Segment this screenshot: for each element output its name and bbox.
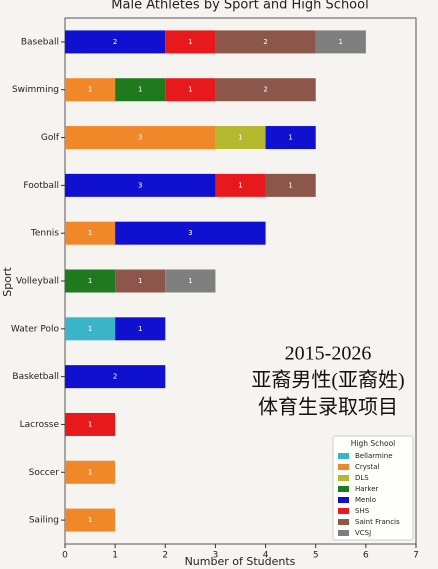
- legend-label: DLS: [355, 474, 369, 482]
- y-tick-label: Baseball: [21, 37, 59, 47]
- bar-segment: [215, 173, 266, 197]
- bar-segment: [65, 460, 116, 484]
- x-tick-label: 3: [213, 551, 219, 561]
- legend-swatch: [338, 475, 349, 481]
- data-label: 1: [88, 277, 92, 285]
- y-tick-label: Tennis: [30, 229, 59, 239]
- bar-segment: [265, 126, 316, 150]
- annotation: 亚裔男性(亚裔姓): [251, 369, 404, 392]
- data-label: 1: [188, 277, 192, 285]
- bar-segment: [115, 269, 166, 293]
- bar-segment: [215, 78, 316, 102]
- data-label: 3: [188, 229, 192, 237]
- bar-segment: [165, 30, 216, 54]
- legend-box: [332, 435, 414, 541]
- bar-segment: [115, 221, 266, 245]
- data-label: 1: [88, 86, 92, 94]
- data-label: 2: [113, 38, 117, 46]
- legend-swatch: [338, 453, 349, 459]
- bar-segment: [65, 221, 116, 245]
- bar-segment: [215, 30, 316, 54]
- data-label: 1: [138, 325, 142, 333]
- bar-segment: [265, 173, 316, 197]
- data-label: 1: [288, 181, 292, 189]
- bar-segment: [65, 365, 166, 389]
- y-tick-label: Sailing: [29, 516, 59, 526]
- y-tick-label: Lacrosse: [20, 420, 60, 430]
- legend-title: High School: [351, 439, 396, 448]
- data-label: 1: [188, 38, 192, 46]
- bar-segment: [65, 269, 116, 293]
- data-label: 2: [263, 86, 267, 94]
- y-tick-label: Water Polo: [11, 324, 60, 334]
- data-label: 1: [238, 134, 242, 142]
- data-label: 1: [138, 277, 142, 285]
- x-tick-label: 2: [162, 551, 168, 561]
- bar-segment: [65, 412, 116, 436]
- data-label: 2: [113, 373, 117, 381]
- y-tick-label: Swimming: [12, 85, 59, 95]
- data-label: 1: [88, 516, 92, 524]
- legend-label: Menlo: [355, 496, 376, 504]
- data-label: 2: [263, 38, 267, 46]
- bar-segment: [65, 126, 216, 150]
- data-label: 1: [339, 38, 343, 46]
- legend-label: Harker: [355, 485, 379, 493]
- bar-segment: [115, 78, 166, 102]
- bar-segment: [165, 78, 216, 102]
- data-label: 1: [288, 134, 292, 142]
- data-label: 1: [238, 181, 242, 189]
- y-tick-label: Volleyball: [16, 277, 59, 287]
- legend-label: Bellarmine: [355, 452, 393, 460]
- legend-swatch: [338, 508, 349, 514]
- bar-segment: [315, 30, 366, 54]
- data-label: 1: [88, 229, 92, 237]
- x-axis-label: Number of Students: [185, 555, 296, 568]
- annotation: 体育生录取项目: [258, 396, 398, 419]
- legend-swatch: [338, 464, 349, 470]
- bar-segment: [65, 78, 116, 102]
- x-tick-label: 4: [263, 551, 269, 561]
- bar-segment: [165, 269, 216, 293]
- legend-label: Crystal: [355, 463, 380, 471]
- y-tick-label: Soccer: [29, 468, 60, 478]
- x-tick-label: 7: [413, 551, 419, 561]
- x-tick-label: 6: [363, 551, 369, 561]
- data-label: 3: [138, 181, 142, 189]
- bar-segment: [65, 173, 216, 197]
- y-tick-label: Basketball: [12, 372, 59, 382]
- data-label: 1: [188, 86, 192, 94]
- legend-label: VCSJ: [355, 529, 371, 537]
- legend-swatch: [338, 530, 349, 536]
- legend-label: Saint Francis: [355, 518, 400, 526]
- data-label: 3: [138, 134, 142, 142]
- data-label: 1: [88, 325, 92, 333]
- legend-swatch: [338, 486, 349, 492]
- bar-segment: [65, 508, 116, 532]
- chart-title: Male Athletes by Sport and High School: [111, 0, 368, 13]
- annotation: 2015-2026: [285, 343, 372, 365]
- legend-swatch: [338, 497, 349, 503]
- x-tick-label: 1: [112, 551, 118, 561]
- legend-swatch: [338, 519, 349, 525]
- y-tick-label: Golf: [41, 133, 60, 143]
- y-tick-label: Football: [23, 181, 59, 191]
- legend-label: SHS: [355, 507, 370, 515]
- data-label: 1: [138, 86, 142, 94]
- bar-segment: [65, 317, 116, 341]
- bar-segment: [115, 317, 166, 341]
- data-label: 1: [88, 420, 92, 428]
- data-label: 1: [88, 468, 92, 476]
- bar-segment: [215, 126, 266, 150]
- x-tick-label: 5: [313, 551, 319, 561]
- x-tick-label: 0: [62, 551, 68, 561]
- bar-segment: [65, 30, 166, 54]
- y-axis-label: Sport: [1, 267, 14, 297]
